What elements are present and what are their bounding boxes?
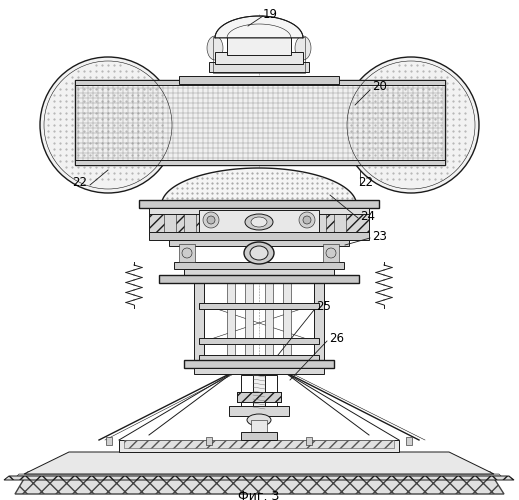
Bar <box>265 283 273 365</box>
Bar <box>245 283 253 365</box>
Bar <box>169 240 349 246</box>
Bar <box>174 262 344 269</box>
Bar <box>149 208 369 214</box>
Ellipse shape <box>245 214 273 230</box>
Text: 19: 19 <box>263 8 278 20</box>
Polygon shape <box>15 472 504 494</box>
Text: 24: 24 <box>360 210 375 222</box>
Bar <box>251 420 267 435</box>
Polygon shape <box>215 16 303 38</box>
Bar <box>194 368 324 374</box>
Circle shape <box>203 212 219 228</box>
Bar <box>184 269 334 275</box>
Text: 22: 22 <box>73 176 88 190</box>
Bar <box>406 437 412 445</box>
Bar <box>215 52 303 64</box>
Bar <box>306 437 312 445</box>
Text: 23: 23 <box>372 230 387 242</box>
Bar <box>159 275 359 283</box>
Bar <box>149 200 199 235</box>
Bar <box>213 37 305 73</box>
Bar <box>119 440 399 452</box>
Ellipse shape <box>207 36 223 60</box>
Polygon shape <box>14 474 504 479</box>
Bar <box>237 392 281 402</box>
Bar <box>237 392 281 402</box>
Text: 25: 25 <box>316 300 331 314</box>
Bar <box>149 232 369 240</box>
Bar <box>253 375 265 410</box>
Bar <box>106 437 112 445</box>
Bar <box>184 208 196 238</box>
Polygon shape <box>24 452 494 474</box>
Bar <box>241 432 277 440</box>
Circle shape <box>343 57 479 193</box>
Bar <box>75 160 445 165</box>
Text: 26: 26 <box>329 332 344 344</box>
Text: 22: 22 <box>358 176 373 190</box>
Bar <box>319 200 369 235</box>
Bar <box>283 283 291 365</box>
Circle shape <box>182 248 192 258</box>
Bar <box>75 80 445 85</box>
Circle shape <box>299 212 315 228</box>
Ellipse shape <box>250 246 268 260</box>
Bar <box>184 360 334 368</box>
Ellipse shape <box>247 414 271 426</box>
Bar <box>229 406 289 416</box>
Bar <box>241 375 277 410</box>
Bar <box>323 244 339 262</box>
Bar <box>314 283 324 365</box>
Polygon shape <box>4 476 514 480</box>
Bar <box>194 283 204 365</box>
Circle shape <box>207 216 215 224</box>
Bar <box>164 208 176 238</box>
Bar <box>139 200 379 208</box>
Text: 20: 20 <box>372 80 387 94</box>
Bar <box>179 244 195 262</box>
Polygon shape <box>161 168 357 205</box>
Bar <box>75 80 445 165</box>
Bar <box>227 37 291 55</box>
Bar <box>227 283 235 365</box>
Bar <box>199 210 319 232</box>
Bar <box>179 76 339 84</box>
Text: Фиг. 3: Фиг. 3 <box>238 490 280 500</box>
Bar <box>209 62 309 72</box>
Ellipse shape <box>295 36 311 60</box>
Bar <box>199 355 319 361</box>
Circle shape <box>40 57 176 193</box>
Ellipse shape <box>251 217 267 227</box>
Bar <box>334 208 346 238</box>
Bar <box>314 208 326 238</box>
Circle shape <box>326 248 336 258</box>
Circle shape <box>303 216 311 224</box>
Bar <box>199 338 319 344</box>
Bar <box>124 440 394 448</box>
Ellipse shape <box>244 242 274 264</box>
Bar <box>206 437 212 445</box>
Bar <box>199 303 319 309</box>
